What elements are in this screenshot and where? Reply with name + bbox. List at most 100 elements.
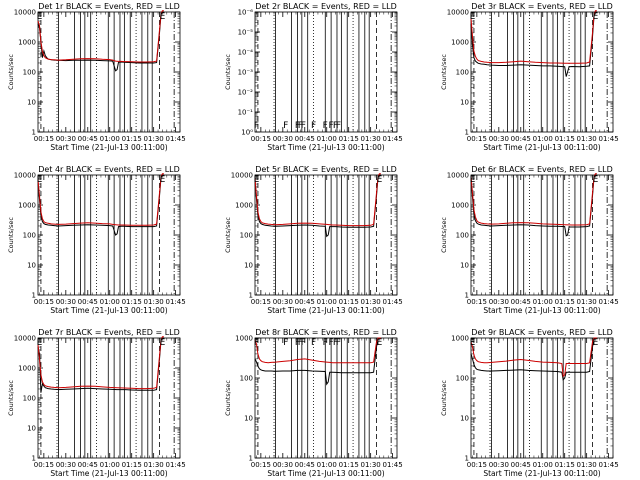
x-tick-label: 01:30 — [361, 298, 381, 306]
panel-title: Det 6r BLACK = Events, RED = LLD — [471, 165, 613, 174]
x-tick-label: 00:15 — [251, 461, 271, 469]
y-axis-label: Counts/sec — [7, 380, 15, 416]
y-axis-label: Counts/sec — [224, 217, 232, 253]
x-tick-label: 00:30 — [273, 135, 293, 143]
flag-marker: F — [298, 338, 303, 348]
y-axis-label: Counts/sec — [7, 217, 15, 253]
plot-frame — [254, 337, 398, 459]
y-tick-label: 10 — [27, 99, 36, 107]
flag-marker: E — [470, 12, 476, 22]
flag-marker: F — [329, 121, 334, 131]
panel-7: Det 7r BLACK = Events, RED = LLD 1 10 100 10… — [7, 328, 186, 478]
events-series-line — [470, 11, 597, 77]
plot-frame — [470, 174, 614, 296]
flag-marker: E — [377, 175, 383, 185]
flag-marker: F — [254, 338, 259, 348]
flag-marker: E — [470, 338, 476, 348]
events-series-line — [470, 174, 597, 237]
x-tick-label: 00:15 — [251, 135, 271, 143]
x-tick-label: 00:15 — [34, 461, 54, 469]
y-tick-label: 1 — [465, 292, 469, 300]
x-tick-label: 01:45 — [599, 298, 619, 306]
x-tick-label: 00:45 — [295, 461, 315, 469]
flag-marker: F — [311, 121, 316, 131]
x-tick-label: 00:30 — [489, 461, 509, 469]
y-tick-label: 10⁻¹ — [238, 109, 254, 117]
y-tick-label: 10000 — [447, 9, 469, 17]
flag-marker: F — [323, 338, 328, 348]
flag-marker: F — [254, 121, 259, 131]
x-tick-label: 01:00 — [317, 135, 337, 143]
y-tick-label: 1 — [465, 455, 469, 463]
plot-frame — [470, 337, 614, 459]
y-tick-label: 10 — [244, 415, 253, 423]
lld-series-line — [470, 10, 597, 64]
flag-marker: E — [593, 338, 599, 348]
lld-series-line — [254, 173, 381, 227]
flag-marker: E — [37, 12, 43, 22]
y-axis-label: Counts/sec — [224, 380, 232, 416]
y-tick-label: 10000 — [14, 9, 36, 17]
y-tick-label: 100 — [240, 232, 253, 240]
x-tick-label: 01:00 — [533, 135, 553, 143]
flag-marker: F — [295, 121, 300, 131]
panel-5: Det 5r BLACK = Events, RED = LLD 1 10 100 10… — [224, 165, 403, 315]
x-tick-label: 01:45 — [383, 461, 403, 469]
plot-frame — [254, 174, 398, 296]
flag-marker: E — [160, 175, 166, 185]
x-tick-label: 01:00 — [533, 461, 553, 469]
x-tick-label: 00:30 — [56, 298, 76, 306]
y-tick-label: 1000 — [18, 39, 36, 47]
y-tick-label: 100 — [456, 69, 469, 77]
x-tick-label: 00:15 — [34, 135, 54, 143]
x-tick-label: 00:45 — [511, 135, 531, 143]
panel-4: Det 4r BLACK = Events, RED = LLD 1 10 100 10… — [7, 165, 186, 315]
y-tick-label: 1000 — [18, 365, 36, 373]
x-tick-label: 01:30 — [144, 135, 164, 143]
y-axis-label: Counts/sec — [224, 54, 232, 90]
events-series-line — [37, 337, 164, 393]
y-axis-label: Counts/sec — [440, 54, 448, 90]
y-tick-label: 10 — [460, 99, 469, 107]
x-tick-label: 01:15 — [339, 461, 359, 469]
lld-series-line — [470, 337, 597, 378]
y-tick-label: 10⁻⁵ — [238, 29, 254, 37]
flag-marker: E — [160, 12, 166, 22]
y-tick-label: 1000 — [451, 39, 469, 47]
plot-frame — [37, 337, 181, 459]
events-series-line — [37, 174, 164, 236]
panel-title: Det 1r BLACK = Events, RED = LLD — [38, 2, 180, 11]
x-tick-label: 00:45 — [295, 135, 315, 143]
x-tick-label: 01:00 — [100, 461, 120, 469]
flag-marker: F — [283, 121, 288, 131]
x-tick-label: 00:45 — [511, 298, 531, 306]
lld-series-line — [254, 337, 381, 364]
lld-series-line — [37, 336, 164, 390]
panel-6: Det 6r BLACK = Events, RED = LLD 1 10 100 10… — [440, 165, 619, 315]
x-tick-label: 00:45 — [78, 135, 98, 143]
x-tick-label: 01:30 — [144, 461, 164, 469]
y-tick-label: 10⁻² — [238, 89, 254, 97]
x-tick-label: 01:45 — [383, 135, 403, 143]
x-tick-label: 01:00 — [317, 298, 337, 306]
x-tick-label: 01:00 — [100, 135, 120, 143]
x-tick-label: 01:15 — [555, 298, 575, 306]
flag-marker: E — [254, 175, 260, 185]
events-series-line — [254, 337, 381, 386]
y-tick-label: 10 — [244, 262, 253, 270]
x-axis-label: Start Time (21-Jul-13 00:11:00) — [267, 143, 384, 152]
flag-marker: F — [301, 338, 306, 348]
x-tick-label: 01:00 — [100, 298, 120, 306]
x-axis-label: Start Time (21-Jul-13 00:11:00) — [267, 469, 384, 478]
x-tick-label: 01:45 — [383, 298, 403, 306]
x-tick-label: 01:15 — [122, 461, 142, 469]
flag-marker: F — [333, 338, 338, 348]
flag-marker: F — [323, 121, 328, 131]
panel-title: Det 9r BLACK = Events, RED = LLD — [471, 328, 613, 337]
y-tick-label: 1 — [465, 129, 469, 137]
flag-marker: F — [283, 338, 288, 348]
flag-marker: E — [37, 338, 43, 348]
y-tick-label: 10⁻⁶ — [238, 9, 254, 17]
y-tick-label: 1000 — [235, 335, 253, 343]
y-tick-label: 10000 — [231, 172, 253, 180]
